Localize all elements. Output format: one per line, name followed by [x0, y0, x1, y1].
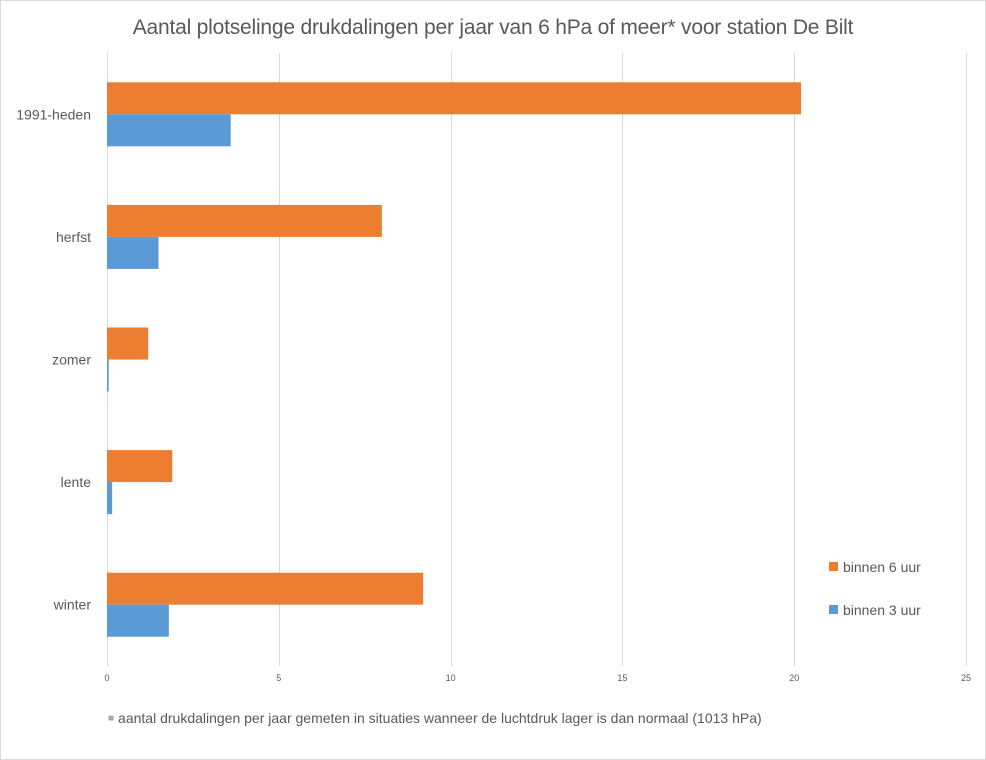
- bar-binnen-3-uur-winter: [107, 604, 169, 637]
- x-tick-labels: 0 5 10 15 20 25: [104, 673, 971, 683]
- footnote-bullet: ■: [108, 713, 115, 724]
- legend: binnen 6 uur binnen 3 uur: [829, 559, 921, 618]
- bar-binnen-3-uur-lente: [107, 482, 113, 515]
- x-tick-label: 10: [446, 673, 456, 683]
- bar-binnen-3-uur-1991-heden: [107, 114, 231, 147]
- category-label: 1991-heden: [16, 106, 91, 122]
- bars: [107, 82, 802, 637]
- legend-swatch: [829, 605, 838, 614]
- legend-label: binnen 6 uur: [843, 559, 921, 575]
- x-tick-label: 25: [961, 673, 971, 683]
- footnote-text: aantal drukdalingen per jaar gemeten in …: [118, 710, 762, 726]
- category-label: zomer: [52, 352, 91, 368]
- x-tick-label: 5: [276, 673, 281, 683]
- bar-binnen-6-uur-lente: [107, 450, 173, 483]
- bar-binnen-6-uur-herfst: [107, 204, 382, 237]
- footnote: ■ aantal drukdalingen per jaar gemeten in…: [108, 710, 762, 726]
- legend-swatch: [829, 562, 838, 571]
- bar-binnen-6-uur-zomer: [107, 327, 149, 360]
- bar-binnen-3-uur-zomer: [107, 359, 109, 392]
- bar-binnen-3-uur-herfst: [107, 236, 159, 269]
- category-label: lente: [61, 474, 92, 490]
- legend-label: binnen 3 uur: [843, 602, 921, 618]
- x-tick-label: 15: [617, 673, 627, 683]
- category-label: winter: [53, 597, 92, 613]
- chart-title: Aantal plotselinge drukdalingen per jaar…: [132, 16, 854, 39]
- bar-binnen-6-uur-1991-heden: [107, 82, 802, 115]
- x-tick-label: 20: [789, 673, 799, 683]
- bar-binnen-6-uur-winter: [107, 572, 424, 605]
- x-tick-label: 0: [104, 673, 109, 683]
- category-label: herfst: [56, 229, 91, 245]
- category-labels: 1991-heden herfst zomer lente winter: [16, 106, 91, 612]
